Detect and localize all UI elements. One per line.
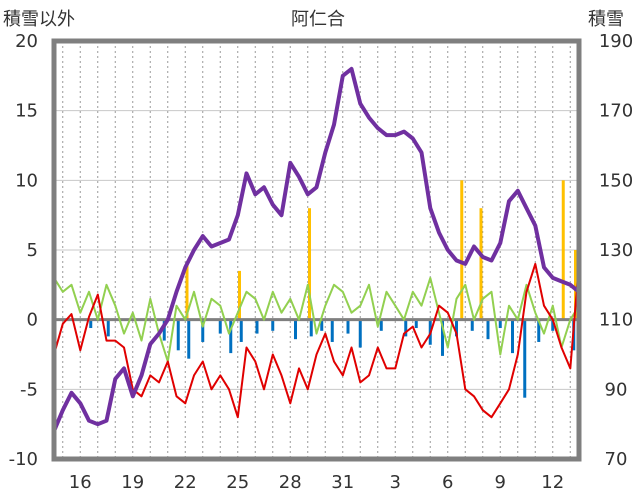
x-tick-label: 12 <box>541 472 564 493</box>
bar <box>404 319 408 337</box>
bar <box>255 319 259 334</box>
right-tick-label: 70 <box>605 449 628 470</box>
right-tick-label: 90 <box>605 379 628 400</box>
left-axis-label: 積雪以外 <box>3 9 75 30</box>
bar <box>537 319 541 342</box>
bar <box>551 319 555 331</box>
bar <box>455 319 458 337</box>
bar <box>441 319 444 356</box>
x-tick-label: 16 <box>69 472 92 493</box>
bar <box>218 319 222 334</box>
bar <box>162 319 166 341</box>
x-tick-label: 6 <box>442 472 453 493</box>
series-line-temperature <box>53 262 580 419</box>
x-tick-label: 31 <box>331 472 354 493</box>
x-tick-label: 3 <box>390 472 401 493</box>
bar <box>187 319 191 359</box>
x-tick-label: 22 <box>174 472 197 493</box>
left-tick-label: -10 <box>9 449 38 470</box>
bar <box>176 319 180 351</box>
left-tick-label: 15 <box>15 101 38 122</box>
bar <box>523 319 527 398</box>
right-axis-label: 積雪 <box>588 9 624 30</box>
bar <box>294 319 297 340</box>
x-tick-label: 25 <box>226 472 249 493</box>
bar <box>106 319 110 337</box>
bar <box>239 319 243 342</box>
bar <box>470 319 474 331</box>
x-tick-labels: 16 19 22 25 28 31 3 6 9 12 <box>69 472 564 493</box>
bar <box>89 319 93 329</box>
bar <box>486 319 490 340</box>
right-tick-label: 170 <box>599 101 633 122</box>
bar <box>271 319 275 331</box>
left-tick-label: 0 <box>27 310 38 331</box>
bar <box>479 208 483 320</box>
left-tick-labels: 20 15 10 5 0 -5 -10 <box>9 31 38 470</box>
bar <box>561 180 565 320</box>
bar <box>460 180 464 320</box>
bar <box>330 319 334 342</box>
right-tick-label: 190 <box>599 31 633 52</box>
series-line-humidity_or_other <box>53 276 580 363</box>
bar <box>574 250 577 320</box>
bar <box>358 319 362 348</box>
right-tick-label: 150 <box>599 170 633 191</box>
plot-frame <box>51 38 582 462</box>
x-tick-label: 28 <box>279 472 302 493</box>
left-tick-label: 20 <box>15 31 38 52</box>
bar <box>229 319 233 354</box>
right-tick-label: 110 <box>599 310 633 331</box>
chart-title: 阿仁合 <box>291 9 345 30</box>
lines-group <box>52 66 581 432</box>
x-tick-label: 9 <box>495 472 506 493</box>
bar <box>346 319 350 334</box>
x-tick-label: 19 <box>121 472 144 493</box>
bar <box>511 319 514 354</box>
bar <box>308 208 311 320</box>
bar <box>414 319 418 329</box>
left-tick-label: -5 <box>20 379 38 400</box>
bar <box>379 319 383 331</box>
bar <box>201 319 205 342</box>
bar <box>238 270 241 320</box>
right-tick-label: 130 <box>599 240 633 261</box>
left-tick-label: 5 <box>27 240 38 261</box>
bar <box>320 319 324 331</box>
bar <box>309 319 313 337</box>
left-tick-label: 10 <box>15 170 38 191</box>
bar <box>185 263 189 320</box>
right-tick-labels: 190 170 150 130 110 90 70 <box>599 31 633 470</box>
bar <box>498 319 502 329</box>
series-line-snow_depth <box>52 66 581 432</box>
